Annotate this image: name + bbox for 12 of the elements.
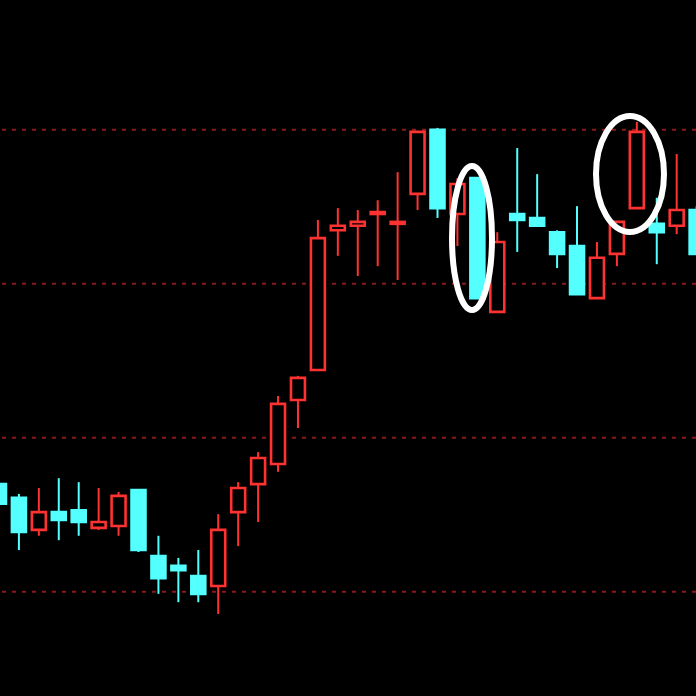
candlestick [648,196,666,266]
candlestick [668,152,685,236]
candlestick [190,549,207,604]
candlestick [389,171,406,281]
candlestick [588,241,606,300]
candlestick [289,374,307,430]
candlestick [548,229,566,270]
candlestick [229,481,247,548]
candlestick [369,199,386,268]
candlestick [30,487,48,537]
candlestick [249,451,267,523]
candlestick [10,492,28,552]
